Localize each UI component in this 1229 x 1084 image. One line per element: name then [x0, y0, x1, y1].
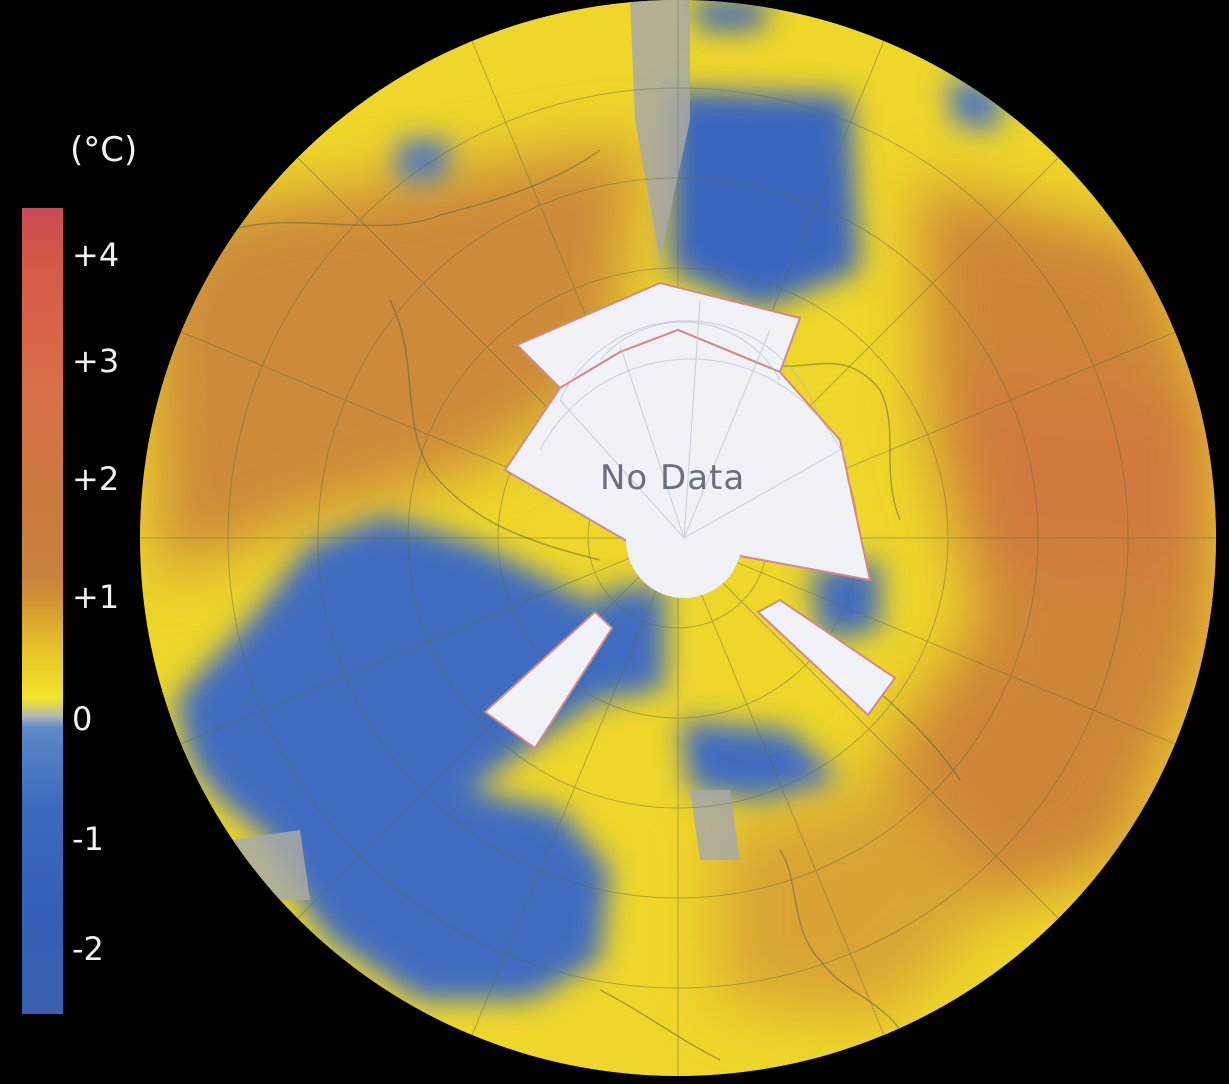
no-data-zone: [483, 281, 897, 750]
legend-tick: +1: [72, 578, 120, 616]
legend-tick: -2: [72, 930, 104, 968]
legend-tick: 0: [72, 700, 93, 738]
warm-anomaly-regions: [150, 140, 1215, 1020]
coastlines: [229, 149, 961, 1061]
color-legend: (°C) +4 +3 +2 +1 0 -1 -2: [0, 0, 180, 1084]
legend-tick: +2: [72, 460, 120, 498]
no-data-grid: [539, 299, 851, 539]
legend-tick: +3: [72, 342, 120, 380]
legend-colorbar: [22, 208, 63, 1014]
legend-unit-label: (°C): [70, 130, 138, 170]
globe: [140, 0, 1216, 1076]
legend-tick: -1: [72, 820, 104, 858]
no-data-label: No Data: [600, 458, 746, 498]
pole-no-data: [626, 482, 742, 598]
legend-tick: +4: [72, 236, 120, 274]
